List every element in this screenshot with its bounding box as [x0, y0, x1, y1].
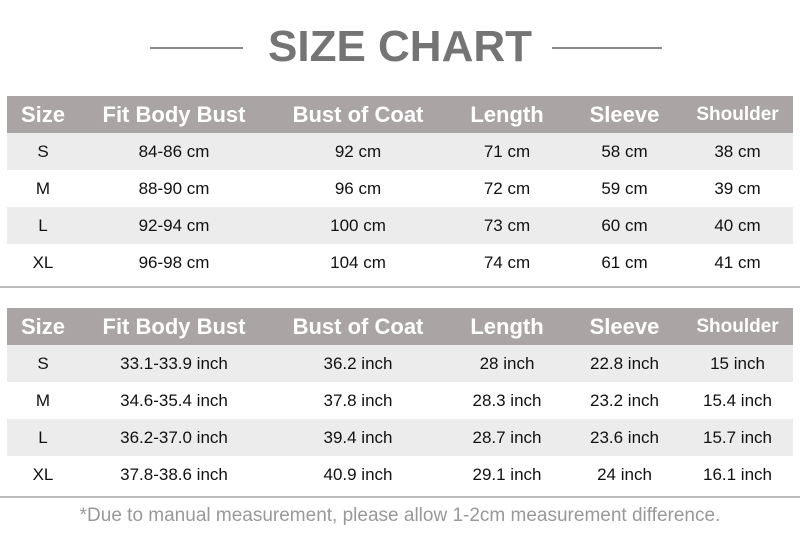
column-header: Bust of Coat [269, 96, 447, 133]
column-header: Shoulder [682, 96, 793, 133]
table-row: XL 37.8-38.6 inch 40.9 inch 29.1 inch 24 inc… [7, 456, 793, 493]
table-cell: 61 cm [601, 252, 648, 272]
table-cell: 15 inch [682, 345, 793, 382]
size-table-inch: Size Fit Body Bust Bust of Coat Length Sleev… [7, 308, 793, 493]
table-cell: 36.2 inch [269, 345, 447, 382]
table-cell: 73 cm [447, 207, 567, 244]
column-header: Fit Body Bust [79, 96, 269, 133]
table-cell: XL [32, 464, 54, 484]
table-cell: 41 cm [714, 252, 761, 272]
page-title: SIZE CHART [268, 22, 532, 71]
measurement-note: *Due to manual measurement, please allow… [79, 505, 721, 526]
column-header: Bust of Coat [269, 308, 447, 345]
table-cell: 92 cm [269, 133, 447, 170]
table-cell: 60 cm [567, 207, 682, 244]
table-cell: XL [32, 252, 54, 272]
table-cell: 34.6-35.4 inch [120, 390, 228, 410]
column-header: Shoulder [682, 308, 793, 345]
table-row: M 88-90 cm 96 cm 72 cm 59 cm 39 cm [7, 170, 793, 207]
table-cell: 71 cm [447, 133, 567, 170]
title-rule-right [552, 47, 662, 49]
table-row: L 92-94 cm 100 cm 73 cm 60 cm 40 cm [7, 207, 793, 244]
table-row: S 84-86 cm 92 cm 71 cm 58 cm 38 cm [7, 133, 793, 170]
table-cell: 96 cm [334, 178, 382, 198]
table-cell: 88-90 cm [138, 178, 210, 198]
table-cell: 23.6 inch [567, 419, 682, 456]
table-cell: 28 inch [447, 345, 567, 382]
table-cell: 74 cm [483, 252, 531, 272]
table-cell: 16.1 inch [703, 464, 772, 484]
table-cell: 36.2-37.0 inch [79, 419, 269, 456]
table-cell: 100 cm [269, 207, 447, 244]
title-area: SIZE CHART [0, 22, 800, 72]
table-cell: 15.4 inch [703, 390, 772, 410]
column-header: Sleeve [567, 96, 682, 133]
table-cell: 37.8 inch [323, 390, 393, 410]
table-cell: 58 cm [567, 133, 682, 170]
table-cell: M [35, 390, 51, 410]
column-header: Length [447, 96, 567, 133]
table-cell: 15.7 inch [682, 419, 793, 456]
column-header: Sleeve [567, 308, 682, 345]
size-table-cm: Size Fit Body Bust Bust of Coat Length Sleev… [7, 96, 793, 281]
table-cell: 29.1 inch [472, 464, 542, 484]
column-header: Size [7, 308, 79, 345]
column-header: Length [447, 308, 567, 345]
divider [0, 286, 800, 288]
header-row: Size Fit Body Bust Bust of Coat Length Sleev… [7, 308, 793, 345]
table-cell: 40.9 inch [323, 464, 393, 484]
table-cell: 92-94 cm [79, 207, 269, 244]
table-cell: M [35, 178, 51, 198]
table-cell: 24 inch [597, 464, 652, 484]
table-row: S 33.1-33.9 inch 36.2 inch 28 inch 22.8 inch… [7, 345, 793, 382]
table-cell: 84-86 cm [79, 133, 269, 170]
table-cell: L [7, 207, 79, 244]
column-header: Size [7, 96, 79, 133]
table-cell: S [7, 133, 79, 170]
divider [0, 496, 800, 498]
table-cell: 28.3 inch [472, 390, 542, 410]
table-cell: 72 cm [483, 178, 531, 198]
table-cell: 39.4 inch [269, 419, 447, 456]
table-cell: 39 cm [714, 178, 761, 198]
table-cell: 23.2 inch [590, 390, 659, 410]
table-cell: L [7, 419, 79, 456]
header-row: Size Fit Body Bust Bust of Coat Length Sleev… [7, 96, 793, 133]
table-cell: 28.7 inch [447, 419, 567, 456]
table-cell: 104 cm [330, 252, 386, 272]
table-cell: 37.8-38.6 inch [120, 464, 228, 484]
title-rule-left [150, 47, 243, 49]
column-header: Fit Body Bust [79, 308, 269, 345]
table-cell: 22.8 inch [567, 345, 682, 382]
table-row: XL 96-98 cm 104 cm 74 cm 61 cm 41 cm [7, 244, 793, 281]
table-cell: 38 cm [682, 133, 793, 170]
table-cell: 40 cm [682, 207, 793, 244]
table-row: M 34.6-35.4 inch 37.8 inch 28.3 inch 23.2 in… [7, 382, 793, 419]
table-cell: S [7, 345, 79, 382]
table-cell: 33.1-33.9 inch [79, 345, 269, 382]
table-row: L 36.2-37.0 inch 39.4 inch 28.7 inch 23.6 in… [7, 419, 793, 456]
table-cell: 96-98 cm [138, 252, 210, 272]
table-cell: 59 cm [601, 178, 648, 198]
